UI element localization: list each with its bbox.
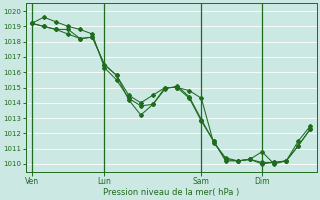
X-axis label: Pression niveau de la mer( hPa ): Pression niveau de la mer( hPa ) bbox=[103, 188, 239, 197]
